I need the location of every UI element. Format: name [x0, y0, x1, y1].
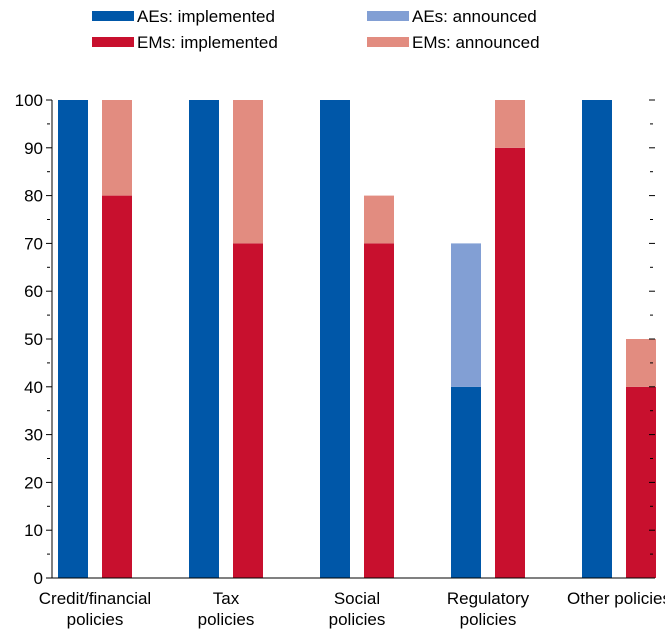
legend-swatch — [367, 11, 409, 21]
y-tick-label: 30 — [24, 426, 43, 445]
y-tick-label: 50 — [24, 330, 43, 349]
y-tick-label: 70 — [24, 234, 43, 253]
bar-ems-announced-2 — [364, 195, 394, 244]
bar-ems-implemented-1 — [233, 243, 263, 578]
bar-aes-implemented-4 — [582, 100, 612, 578]
x-category-label: policies — [198, 610, 255, 629]
bar-ems-implemented-3 — [495, 147, 525, 579]
y-tick-label: 90 — [24, 139, 43, 158]
x-category-label: Credit/financial — [39, 589, 151, 608]
axes: 0 10 20 30 40 50 60 70 80 90 100 — [15, 91, 655, 588]
legend-swatch — [367, 37, 409, 47]
bars — [58, 100, 656, 579]
bar-aes-implemented-0 — [58, 100, 88, 578]
bar-aes-implemented-1 — [189, 100, 219, 578]
legend: AEs: implemented AEs: announced EMs: imple… — [92, 7, 540, 52]
y-tick-label: 60 — [24, 282, 43, 301]
bar-aes-announced-3 — [451, 243, 481, 387]
x-category-label: Tax — [213, 589, 240, 608]
bar-ems-announced-1 — [233, 100, 263, 244]
legend-swatch — [92, 37, 134, 47]
y-tick-label: 40 — [24, 378, 43, 397]
x-category-label: Regulatory — [447, 589, 530, 608]
bar-ems-implemented-0 — [102, 195, 132, 578]
legend-item-aes-announced: AEs: announced — [367, 7, 537, 26]
category-labels: Credit/financial policies Tax policies Socia… — [39, 589, 665, 629]
legend-item-ems-announced: EMs: announced — [367, 33, 540, 52]
x-category-label: Social — [334, 589, 380, 608]
x-category-label: policies — [67, 610, 124, 629]
bar-aes-implemented-3 — [451, 386, 481, 578]
legend-swatch — [92, 11, 134, 21]
y-tick-label: 80 — [24, 187, 43, 206]
bar-ems-announced-3 — [495, 100, 525, 148]
legend-label: AEs: announced — [412, 7, 537, 26]
legend-item-ems-implemented: EMs: implemented — [92, 33, 278, 52]
legend-item-aes-implemented: AEs: implemented — [92, 7, 275, 26]
legend-label: EMs: announced — [412, 33, 540, 52]
x-category-label: Other policies — [567, 589, 665, 608]
bar-aes-implemented-2 — [320, 100, 350, 578]
legend-label: AEs: implemented — [137, 7, 275, 26]
bar-ems-implemented-2 — [364, 243, 394, 578]
y-tick-label: 20 — [24, 473, 43, 492]
y-tick-label: 0 — [34, 569, 43, 588]
x-category-label: policies — [460, 610, 517, 629]
y-tick-label: 100 — [15, 91, 43, 110]
x-category-label: policies — [329, 610, 386, 629]
legend-label: EMs: implemented — [137, 33, 278, 52]
bar-ems-announced-0 — [102, 100, 132, 196]
y-tick-label: 10 — [24, 521, 43, 540]
